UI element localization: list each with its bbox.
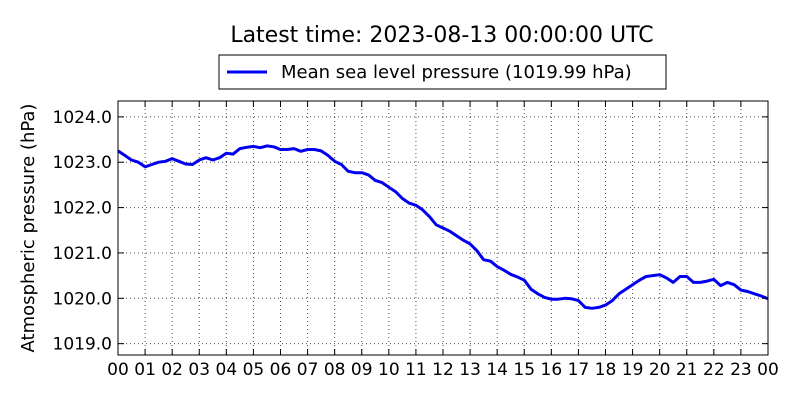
x-tick-label: 05 [243,360,265,380]
x-tick-label: 22 [703,360,725,380]
y-tick-label: 1022.0 [53,199,112,219]
x-tick-label: 00 [107,360,129,380]
y-tick-label: 1019.0 [53,335,112,355]
x-tick-label: 19 [622,360,644,380]
series-line-mean-sea-level-pressure [117,144,769,310]
x-tick-label: 00 [757,360,779,380]
legend: Mean sea level pressure (1019.99 hPa) [218,54,667,90]
x-tick-label: 04 [216,360,238,380]
x-tick-label: 16 [541,360,563,380]
legend-box [218,54,667,90]
x-tick-label: 12 [432,360,454,380]
y-tick-label: 1023.0 [53,153,112,173]
x-tick-label: 11 [405,360,427,380]
x-tick-label: 23 [730,360,752,380]
y-tick-label: 1020.0 [53,289,112,309]
x-tick-label: 03 [188,360,210,380]
y-axis-label: Atmospheric pressure (hPa) [18,104,39,353]
chart-title: Latest time: 2023-08-13 00:00:00 UTC [230,23,653,48]
x-tick-label: 15 [513,360,535,380]
y-axis: 1019.0 1020.0 1021.0 1022.0 1023.0 1024.0 [53,108,768,355]
x-tick-label: 20 [649,360,671,380]
grid [118,101,768,355]
x-tick-label: 08 [324,360,346,380]
x-tick-label: 09 [351,360,373,380]
x-tick-label: 06 [270,360,292,380]
x-tick-label: 13 [459,360,481,380]
x-tick-label: 10 [378,360,400,380]
y-tick-label: 1024.0 [53,108,112,128]
series-layer [117,144,769,310]
x-axis: 00 01 02 03 04 05 06 07 08 09 10 11 12 13 14 15 16 17 18 19… [107,101,779,380]
x-tick-label: 17 [568,360,590,380]
y-tick-label: 1021.0 [53,244,112,264]
x-tick-label: 14 [486,360,508,380]
legend-label: Mean sea level pressure (1019.99 hPa) [281,62,632,83]
x-tick-label: 21 [676,360,698,380]
x-tick-label: 18 [595,360,617,380]
x-tick-label: 07 [297,360,319,380]
x-tick-label: 02 [161,360,183,380]
x-tick-label: 01 [134,360,156,380]
